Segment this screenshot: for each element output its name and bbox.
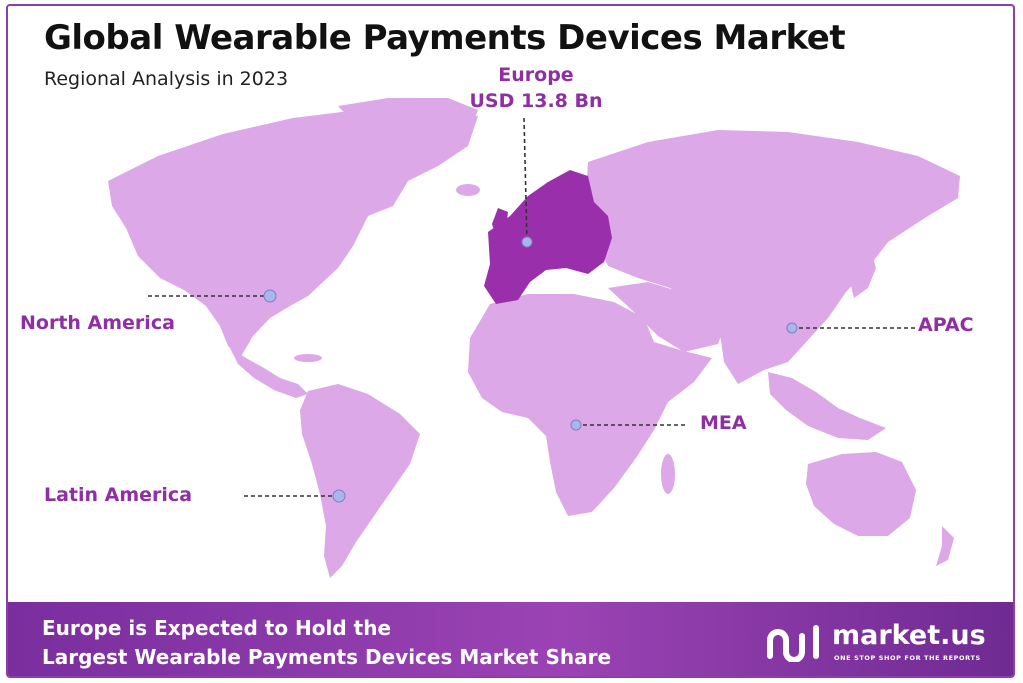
- region-africa: [468, 294, 712, 516]
- marker-latin-america: [332, 489, 346, 503]
- marker-mea: [570, 419, 582, 431]
- footer-banner: Europe is Expected to Hold the Largest W…: [8, 602, 1013, 676]
- region-uk: [492, 208, 508, 236]
- region-madagascar: [661, 454, 675, 494]
- region-central-america: [230, 348, 308, 398]
- label-europe-value: USD 13.8 Bn: [469, 90, 603, 112]
- region-asia: [586, 130, 960, 384]
- market-us-logo-icon: [767, 625, 819, 662]
- label-apac: APAC: [918, 314, 974, 336]
- region-japan: [850, 248, 876, 298]
- label-north-america: North America: [20, 312, 175, 334]
- marker-north-america: [263, 289, 277, 303]
- infographic-frame: Global Wearable Payments Devices Market …: [6, 4, 1015, 678]
- region-south-america: [300, 384, 420, 578]
- region-iceland: [456, 184, 480, 196]
- page-title: Global Wearable Payments Devices Market: [44, 18, 846, 58]
- region-greenland: [338, 98, 478, 178]
- marker-europe: [521, 236, 533, 248]
- footer-line-1: Europe is Expected to Hold the: [42, 616, 392, 640]
- region-australia: [806, 452, 916, 536]
- brand-tagline: ONE STOP SHOP FOR THE REPORTS: [834, 654, 981, 662]
- label-mea: MEA: [700, 412, 747, 434]
- label-latin-america: Latin America: [44, 484, 193, 506]
- region-europe: [484, 170, 612, 304]
- region-caribbean: [294, 354, 322, 362]
- page-subtitle: Regional Analysis in 2023: [44, 68, 289, 90]
- brand-name: market.us: [832, 620, 986, 651]
- marker-apac: [786, 322, 798, 334]
- world-map: [108, 98, 960, 578]
- region-new-zealand: [936, 526, 954, 566]
- footer-text: Europe is Expected to Hold the Largest W…: [42, 614, 611, 672]
- footer-line-2: Largest Wearable Payments Devices Market…: [42, 645, 612, 669]
- label-europe: Europe: [498, 64, 574, 86]
- brand-logo: market.us ONE STOP SHOP FOR THE REPORTS: [764, 620, 1004, 668]
- region-southeast-asia: [768, 372, 886, 440]
